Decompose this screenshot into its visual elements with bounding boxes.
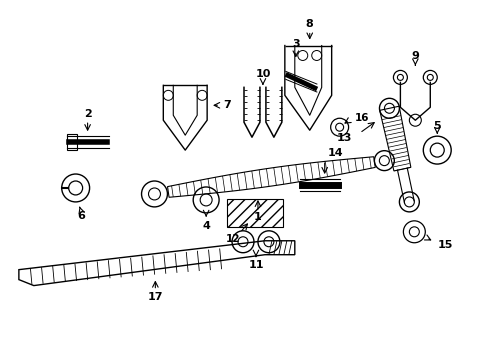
Text: 10: 10	[255, 69, 270, 80]
Text: 8: 8	[305, 19, 313, 28]
Text: 6: 6	[78, 211, 85, 221]
Text: 11: 11	[248, 260, 263, 270]
Text: 17: 17	[147, 292, 163, 302]
Text: 3: 3	[291, 39, 299, 49]
Text: 12: 12	[225, 234, 240, 244]
Text: 7: 7	[223, 100, 230, 110]
Text: 15: 15	[436, 240, 452, 250]
Text: 14: 14	[327, 148, 343, 158]
Text: 2: 2	[83, 109, 91, 119]
Text: 4: 4	[202, 221, 210, 231]
Text: 13: 13	[336, 133, 351, 143]
Text: 5: 5	[432, 121, 440, 131]
Text: 1: 1	[254, 212, 261, 222]
Text: 16: 16	[354, 113, 368, 123]
Text: 9: 9	[410, 51, 418, 62]
